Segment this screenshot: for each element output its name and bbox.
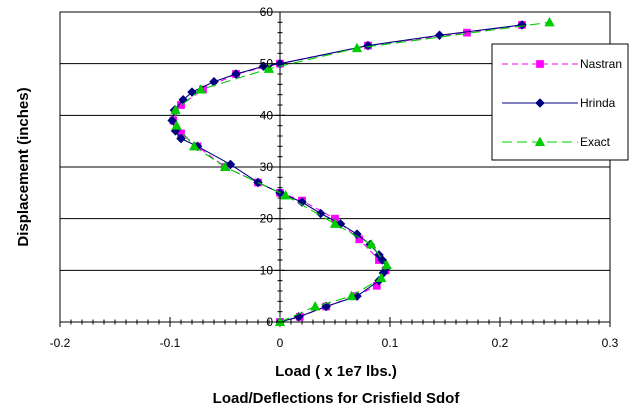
data-point-hrinda bbox=[315, 208, 326, 219]
x-tick-label: -0.1 bbox=[160, 336, 181, 350]
legend-marker-nastran bbox=[536, 60, 544, 68]
data-point-exact bbox=[366, 238, 377, 249]
data-point-exact bbox=[376, 272, 387, 283]
data-point-hrinda bbox=[517, 20, 527, 30]
data-point-exact bbox=[263, 63, 275, 73]
series-nastran bbox=[169, 21, 526, 326]
y-axis-title: Displacement (inches) bbox=[15, 87, 32, 246]
legend-box bbox=[491, 43, 629, 161]
data-point-exact bbox=[170, 104, 181, 115]
y-tick-label: 20 bbox=[260, 212, 274, 226]
x-tick-label: 0.1 bbox=[382, 336, 399, 350]
data-point-exact bbox=[280, 189, 291, 200]
legend-item-exact: Exact bbox=[502, 135, 611, 149]
chart-title: Load/Deflections for Crisfield Sdof bbox=[213, 390, 461, 407]
x-tick-label: 0.2 bbox=[492, 336, 509, 350]
legend-items: Nastran Hrinda Exact bbox=[502, 57, 622, 149]
series-line-hrinda bbox=[171, 24, 523, 323]
legend-label-hrinda: Hrinda bbox=[580, 96, 616, 110]
data-point-exact bbox=[195, 83, 206, 94]
y-tick-label: 50 bbox=[260, 57, 274, 71]
data-point-hrinda bbox=[167, 115, 178, 126]
series-line-exact bbox=[174, 21, 550, 323]
tick-label-layer: 0 10 20 30 40 50 60 -0.2 -0.1 0 0.1 0.2 0.3 bbox=[50, 5, 619, 350]
data-point-hrinda bbox=[352, 229, 362, 240]
legend-label-exact: Exact bbox=[580, 135, 611, 149]
x-tick-label: -0.2 bbox=[50, 336, 71, 350]
x-tick-label: 0 bbox=[277, 336, 284, 350]
data-point-hrinda bbox=[258, 61, 269, 72]
data-point-hrinda bbox=[225, 159, 236, 170]
data-point-exact bbox=[381, 259, 392, 270]
series-line-nastran bbox=[172, 24, 523, 323]
legend-item-nastran: Nastran bbox=[502, 57, 622, 71]
data-point-exact bbox=[274, 316, 286, 326]
data-point-exact bbox=[351, 42, 363, 53]
data-point-hrinda bbox=[253, 177, 263, 188]
data-point-hrinda bbox=[176, 133, 186, 144]
data-point-exact bbox=[346, 290, 357, 301]
data-point-hrinda bbox=[297, 197, 307, 207]
y-tick-label: 60 bbox=[260, 5, 274, 19]
data-point-exact bbox=[219, 161, 231, 171]
x-axis-title: Load ( x 1e7 lbs.) bbox=[275, 363, 397, 380]
legend-label-nastran: Nastran bbox=[580, 57, 622, 71]
series-exact bbox=[170, 16, 555, 326]
data-point-exact bbox=[171, 120, 182, 130]
data-point-exact bbox=[544, 16, 555, 27]
data-point-hrinda bbox=[434, 30, 445, 41]
series-layer bbox=[167, 16, 555, 327]
x-tick-label: 0.3 bbox=[602, 336, 619, 350]
series-hrinda bbox=[167, 20, 527, 327]
data-point-hrinda bbox=[209, 76, 219, 87]
y-tick-label: 40 bbox=[260, 108, 274, 122]
data-point-hrinda bbox=[363, 40, 373, 51]
data-point-exact bbox=[310, 300, 321, 311]
legend-marker-hrinda bbox=[535, 98, 545, 108]
y-tick-label: 10 bbox=[260, 263, 274, 277]
y-tick-label: 30 bbox=[260, 160, 274, 174]
data-point-exact bbox=[329, 218, 341, 228]
plot-border bbox=[59, 11, 611, 323]
y-tick-label: 0 bbox=[266, 315, 273, 329]
data-point-exact bbox=[189, 140, 200, 151]
legend: Nastran Hrinda Exact bbox=[491, 43, 629, 161]
legend-item-hrinda: Hrinda bbox=[502, 96, 616, 110]
legend-marker-exact bbox=[534, 136, 546, 146]
